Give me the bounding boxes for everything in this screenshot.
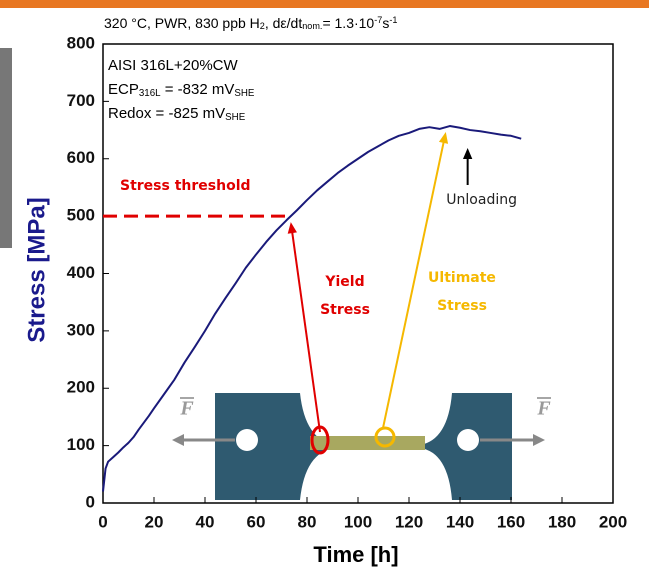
y-axis-label: Stress [MPa] [23, 197, 50, 342]
side-image [0, 48, 12, 248]
x-tick-label: 140 [446, 512, 474, 531]
yield-label: Stress [320, 302, 370, 318]
unloading-label: Unloading [446, 192, 517, 208]
x-axis-label: Time [h] [313, 542, 398, 567]
x-tick-label: 0 [98, 512, 107, 531]
y-tick-label: 100 [67, 435, 95, 454]
text-part: Redox = -825 mV [108, 105, 225, 122]
data-line [102, 125, 522, 492]
force-label: F [536, 398, 551, 420]
x-tick-label: 200 [599, 512, 627, 531]
note: ECP316L = -832 mVSHE [108, 81, 255, 99]
x-tick-label: 60 [247, 512, 266, 531]
threshold-label: Stress threshold [120, 178, 251, 194]
text-part: -7 [374, 15, 382, 25]
y-tick-label: 500 [67, 206, 95, 225]
specimen [172, 393, 551, 500]
text-part: 320 °C, PWR, 830 ppb H [104, 15, 260, 31]
top-bar [0, 0, 649, 8]
yield-arrow [290, 227, 321, 433]
yield-marker [310, 425, 330, 455]
y-tick-label: 200 [67, 378, 95, 397]
ultimate-arrow [382, 137, 446, 429]
text-part: = 1.3·10 [322, 15, 374, 31]
text-part: ECP [108, 81, 139, 98]
text-part: SHE [225, 112, 246, 123]
x-tick-label: 100 [344, 512, 372, 531]
y-tick-label: 600 [67, 148, 95, 167]
x-tick-label: 180 [548, 512, 576, 531]
ultimate-marker [374, 426, 396, 448]
text-part: 316L [139, 88, 161, 99]
text-part: AISI 316L+20%CW [108, 57, 238, 74]
text-part: s [382, 15, 389, 31]
yield-arrow-head [287, 222, 297, 234]
subtitle: 320 °C, PWR, 830 ppb H2, dε/dtnom.= 1.3·… [104, 15, 397, 31]
force-label: F [179, 398, 194, 420]
text-part: SHE [234, 88, 255, 99]
text-part: nom. [302, 21, 322, 31]
x-tick-label: 120 [395, 512, 423, 531]
y-tick-label: 400 [67, 263, 95, 282]
text-part: = -832 mV [161, 81, 235, 98]
text-part: 2 [260, 21, 265, 31]
yield-label: Yield [324, 274, 364, 290]
note: Redox = -825 mVSHE [108, 105, 246, 123]
ultimate-label: Stress [437, 298, 487, 314]
x-tick-label: 160 [497, 512, 525, 531]
x-tick-label: 80 [298, 512, 317, 531]
x-tick-label: 40 [196, 512, 215, 531]
ultimate-label: Ultimate [428, 270, 496, 286]
unloading-arrow-head [462, 148, 473, 160]
text-part: -1 [389, 15, 397, 25]
y-tick-label: 700 [67, 91, 95, 110]
text-part: , dε/dt [265, 15, 302, 31]
ultimate-arrow-head [438, 132, 449, 144]
note: AISI 316L+20%CW [108, 57, 238, 74]
x-tick-label: 20 [145, 512, 164, 531]
y-tick-label: 800 [67, 33, 95, 52]
y-tick-label: 300 [67, 320, 95, 339]
y-tick-label: 0 [86, 492, 95, 511]
